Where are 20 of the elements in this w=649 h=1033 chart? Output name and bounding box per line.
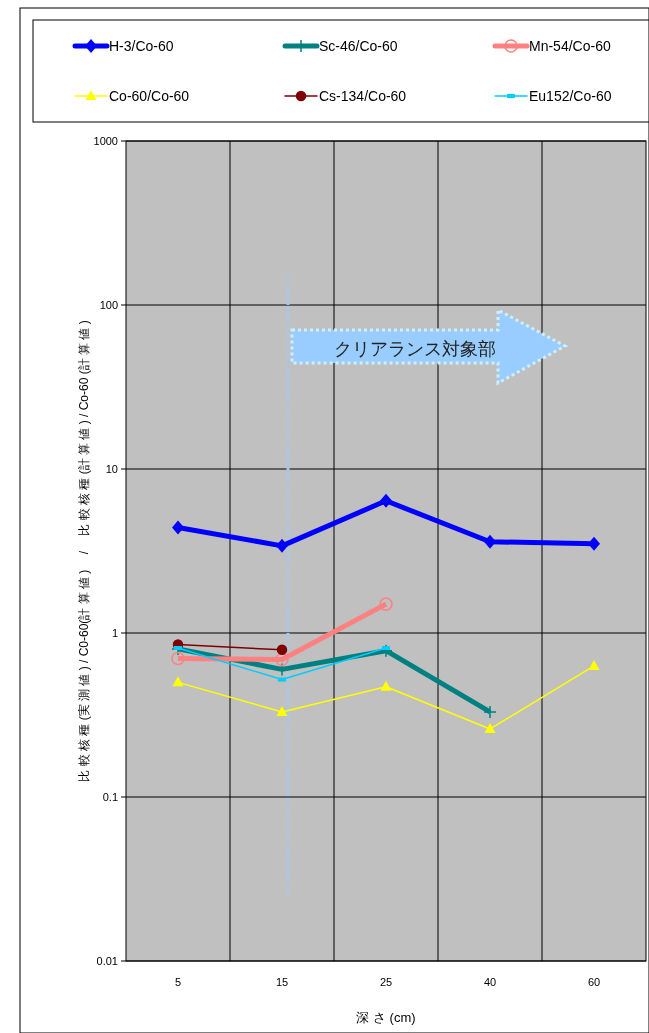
x-axis-title: 深 さ (cm)	[356, 1010, 416, 1025]
legend-label: Sc-46/Co-60	[319, 38, 398, 54]
x-tick-label: 25	[379, 976, 393, 988]
y-tick-label: 100	[99, 299, 118, 311]
legend-label: Cs-134/Co-60	[319, 88, 407, 104]
x-tick-label: 5	[174, 976, 182, 988]
y-tick-label: 10	[105, 463, 118, 475]
x-tick-label: 60	[587, 976, 601, 988]
y-axis-title: 比 較 核 種 (実 測 値 ) / C0-60(計 算 値 ) / 比 較 核 種 (計 算 値 ) / Co-60 (計 算 値 )	[77, 320, 91, 782]
legend-label: Mn-54/Co-60	[529, 38, 611, 54]
legend-label: H-3/Co-60	[109, 38, 174, 54]
annotation: クリアランス対象部	[334, 339, 496, 359]
y-tick-label: 0.1	[102, 791, 118, 803]
y-tick-label: 0.01	[96, 955, 118, 967]
legend-label: Eu152/Co-60	[529, 88, 612, 104]
x-tick-label: 15	[275, 976, 289, 988]
x-tick-label: 40	[483, 976, 497, 988]
legend-label: Co-60/Co-60	[109, 88, 190, 104]
y-tick-label: 1000	[93, 135, 118, 147]
y-tick-label: 1	[111, 627, 118, 639]
